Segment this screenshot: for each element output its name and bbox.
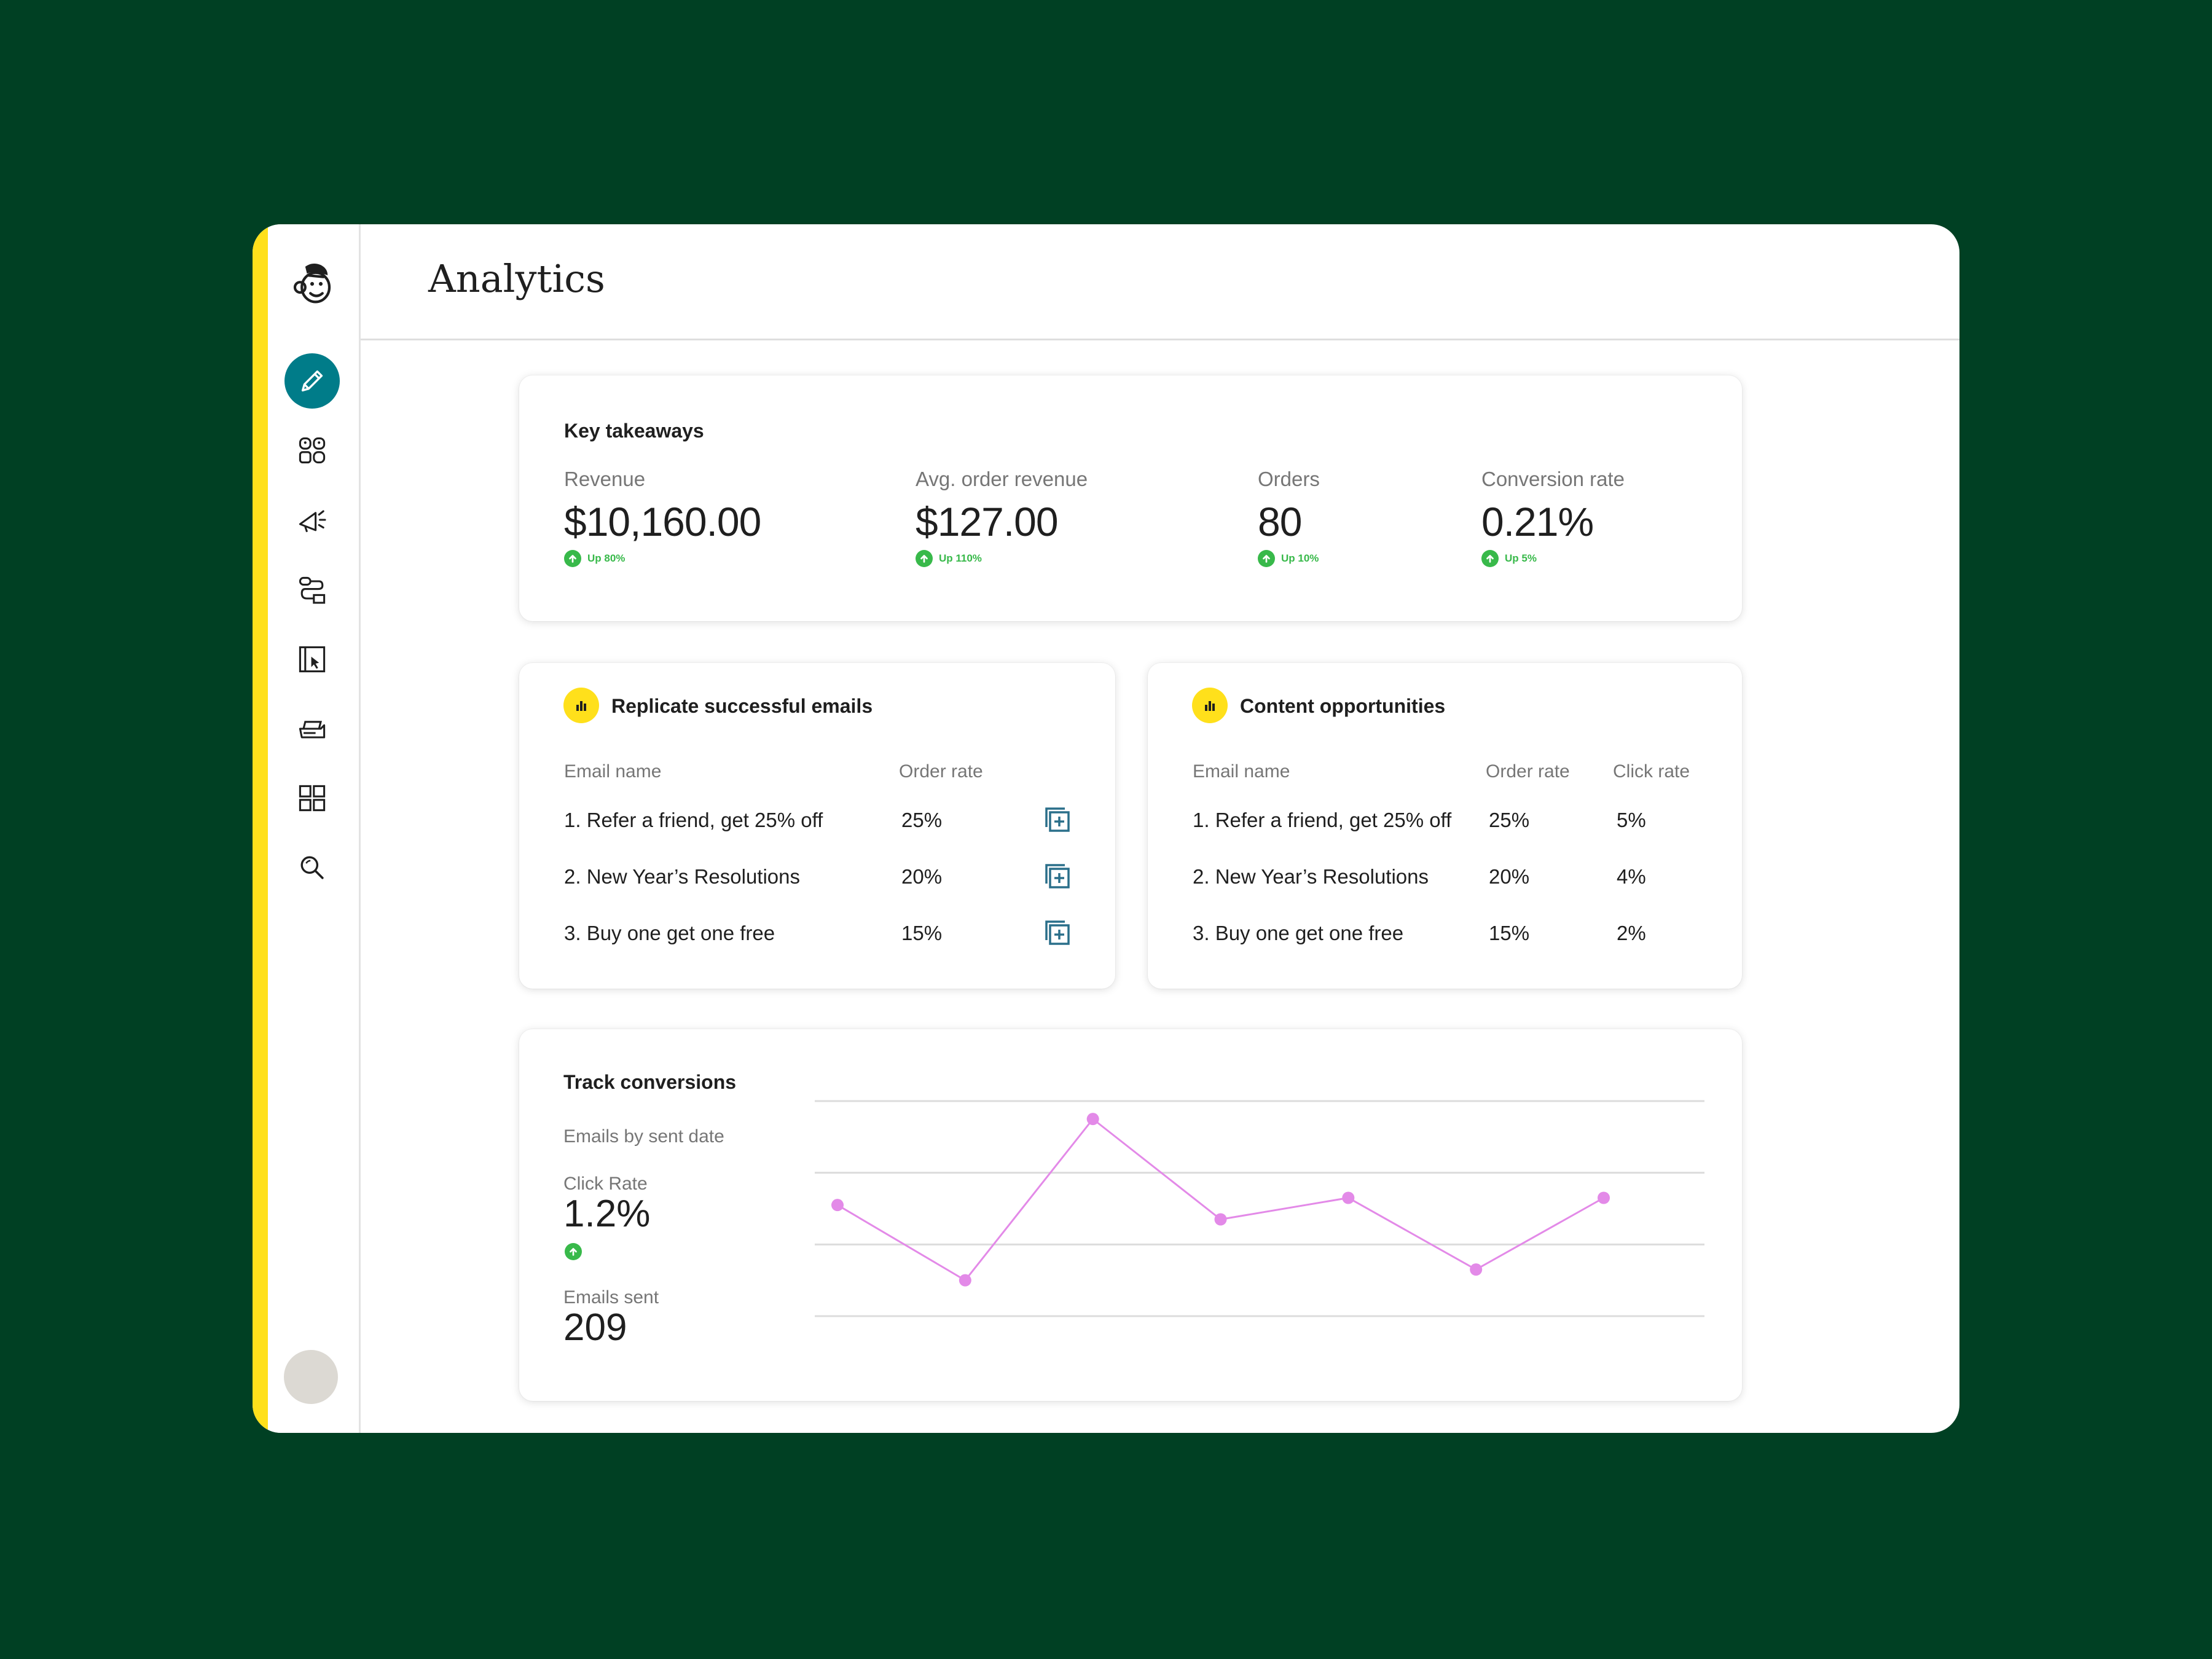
column-header-email-name: Email name xyxy=(564,761,662,782)
click-rate-label: Click Rate xyxy=(563,1174,648,1194)
replicate-emails-title: Replicate successful emails xyxy=(611,695,873,717)
click-rate-value: 1.2% xyxy=(563,1193,651,1235)
metric-label: Orders xyxy=(1258,468,1320,490)
chart-data-point[interactable] xyxy=(1086,1113,1099,1126)
duplicate-email-button[interactable] xyxy=(1043,918,1073,949)
avatar[interactable] xyxy=(284,1350,338,1404)
metric-value: $127.00 xyxy=(916,499,1059,544)
chart-subtitle: Emails by sent date xyxy=(563,1126,724,1147)
row-order-rate: 15% xyxy=(1489,922,1530,944)
bar-chart-badge-icon xyxy=(1192,688,1228,723)
change-text: Up 5% xyxy=(1505,552,1537,564)
metric-change: Up 10% xyxy=(1258,550,1320,567)
arrow-up-icon xyxy=(564,550,581,567)
chart-data-point[interactable] xyxy=(1470,1263,1483,1276)
chart-data-point[interactable] xyxy=(831,1199,844,1212)
sidebar xyxy=(268,224,361,1433)
change-text: Up 80% xyxy=(587,552,626,564)
column-header-order-rate: Order rate xyxy=(899,761,983,782)
content-opportunities-title: Content opportunities xyxy=(1240,695,1446,717)
metric-change: Up 5% xyxy=(1481,550,1625,567)
row-email-name: 2. New Year’s Resolutions xyxy=(1193,865,1429,888)
arrow-up-icon xyxy=(1258,550,1275,567)
column-header-order-rate: Order rate xyxy=(1486,761,1570,782)
sidebar-item-integrations[interactable] xyxy=(284,771,340,826)
row-email-name: 1. Refer a friend, get 25% off xyxy=(564,809,823,831)
duplicate-email-button[interactable] xyxy=(1043,805,1073,836)
search-icon xyxy=(300,856,324,879)
page-title: Analytics xyxy=(428,256,605,301)
change-text: Up 10% xyxy=(1281,552,1319,564)
chart-series-line xyxy=(837,1118,1604,1282)
row-email-name: 2. New Year’s Resolutions xyxy=(564,865,801,888)
metric-label: Conversion rate xyxy=(1481,468,1625,490)
website-cursor-icon xyxy=(299,646,326,673)
row-click-rate: 2% xyxy=(1617,922,1646,944)
sidebar-item-automations[interactable] xyxy=(284,562,340,618)
row-order-rate: 25% xyxy=(901,809,943,831)
change-text: Up 110% xyxy=(939,552,982,564)
metric-conversion-rate: Conversion rate 0.21% Up 5% xyxy=(1481,468,1625,567)
row-order-rate: 20% xyxy=(1489,865,1530,888)
automation-flow-icon xyxy=(299,576,326,604)
page-header: Analytics xyxy=(361,224,1959,340)
arrow-up-icon xyxy=(916,550,933,567)
content-studio-icon xyxy=(299,721,326,739)
chart-data-point[interactable] xyxy=(1214,1213,1227,1226)
metric-value: $10,160.00 xyxy=(564,499,761,544)
chart-data-point[interactable] xyxy=(1598,1191,1610,1204)
duplicate-email-button[interactable] xyxy=(1043,861,1073,892)
metric-avg-order-revenue: Avg. order revenue $127.00 Up 110% xyxy=(916,468,1088,567)
sidebar-item-content[interactable] xyxy=(284,701,340,756)
metric-orders: Orders 80 Up 10% xyxy=(1258,468,1320,567)
metric-value: 80 xyxy=(1258,499,1302,544)
duplicate-icon xyxy=(1045,864,1070,888)
duplicate-icon xyxy=(1045,807,1070,832)
duplicate-icon xyxy=(1045,920,1070,945)
sidebar-item-create[interactable] xyxy=(284,353,340,409)
column-header-click-rate: Click rate xyxy=(1613,761,1690,782)
row-email-name: 3. Buy one get one free xyxy=(564,922,775,944)
mailchimp-logo-icon[interactable] xyxy=(284,256,340,312)
arrow-up-icon xyxy=(565,1243,582,1260)
row-click-rate: 5% xyxy=(1617,809,1646,831)
pencil-icon xyxy=(301,370,323,392)
key-takeaways-title: Key takeaways xyxy=(564,420,704,442)
replicate-emails-card: Replicate successful emails Email name O… xyxy=(519,663,1115,989)
row-order-rate: 25% xyxy=(1489,809,1530,831)
sidebar-item-website[interactable] xyxy=(284,632,340,687)
metric-revenue: Revenue $10,160.00 Up 80% xyxy=(564,468,761,567)
track-conversions-title: Track conversions xyxy=(563,1071,737,1093)
megaphone-icon xyxy=(299,510,326,533)
audience-icon xyxy=(299,437,326,464)
emails-sent-label: Emails sent xyxy=(563,1287,659,1308)
metric-label: Revenue xyxy=(564,468,646,490)
track-conversions-card: Track conversions Emails by sent date Cl… xyxy=(519,1029,1742,1401)
row-order-rate: 20% xyxy=(901,865,943,888)
arrow-up-icon xyxy=(1481,550,1499,567)
row-order-rate: 15% xyxy=(901,922,943,944)
sidebar-item-audience[interactable] xyxy=(284,423,340,478)
grid-icon xyxy=(299,785,326,812)
emails-sent-value: 209 xyxy=(563,1306,627,1349)
row-email-name: 3. Buy one get one free xyxy=(1193,922,1404,944)
sidebar-item-campaigns[interactable] xyxy=(284,492,340,547)
metric-change: Up 110% xyxy=(916,550,1088,567)
row-click-rate: 4% xyxy=(1617,865,1646,888)
sidebar-item-search[interactable] xyxy=(284,840,340,895)
bar-chart-badge-icon xyxy=(563,688,599,723)
metric-change: Up 80% xyxy=(564,550,761,567)
column-header-email-name: Email name xyxy=(1193,761,1290,782)
content-opportunities-card: Content opportunities Email name Order r… xyxy=(1148,663,1742,989)
metric-label: Avg. order revenue xyxy=(916,468,1088,490)
chart-data-point[interactable] xyxy=(959,1274,971,1287)
row-email-name: 1. Refer a friend, get 25% off xyxy=(1193,809,1452,831)
brand-strip xyxy=(253,224,268,1433)
metric-value: 0.21% xyxy=(1481,499,1594,544)
app-window: Analytics Key takeaways Revenue $10,160.… xyxy=(253,224,1959,1433)
chart-data-point[interactable] xyxy=(1342,1191,1355,1204)
key-takeaways-card: Key takeaways Revenue $10,160.00 Up 80% … xyxy=(519,375,1742,621)
conversions-line-chart xyxy=(815,1100,1704,1317)
